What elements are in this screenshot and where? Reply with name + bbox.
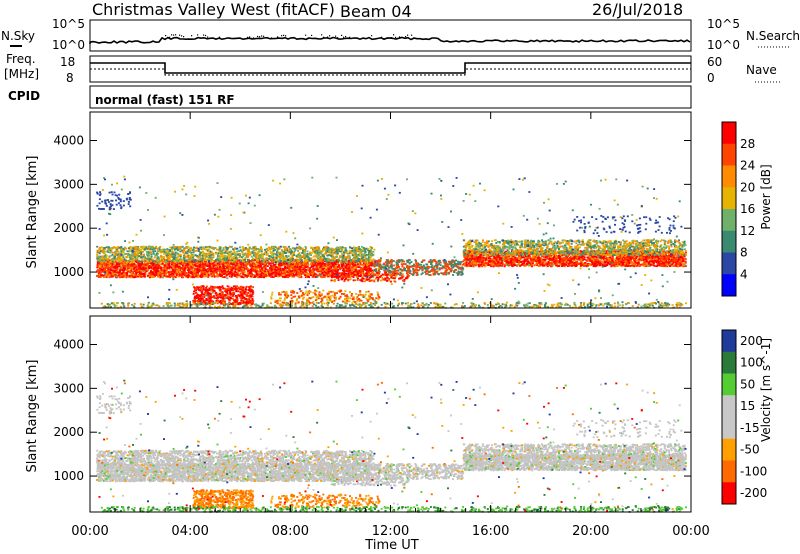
x-tick-label: 16:00 xyxy=(472,524,509,539)
colorbar-swatch xyxy=(722,330,736,353)
time-axis: 00:00 04:00 08:00 12:00 16:00 20:00 00:00 xyxy=(71,112,710,539)
noise-right-tick-high: 10^5 xyxy=(707,17,740,31)
colorbar-swatch xyxy=(722,165,736,188)
velocity-ylabel: Slant Range [km] xyxy=(25,360,40,473)
cpid-mode: normal (fast) 151 RF xyxy=(95,93,235,107)
colorbar-swatch xyxy=(722,460,736,483)
colorbar-swatch xyxy=(722,395,736,418)
colorbar-tick: 20 xyxy=(740,180,755,194)
noise-left-tick-low: 10^0 xyxy=(52,38,85,52)
colorbar-tick: -50 xyxy=(740,443,760,457)
colorbar-swatch xyxy=(722,274,736,297)
colorbar-swatch xyxy=(722,482,736,505)
y-tick-label: 4000 xyxy=(53,338,84,352)
cpid-label: CPID xyxy=(8,89,40,103)
velocity-colorbar-label: Velocity [m s^-1] xyxy=(759,338,773,442)
x-tick-label: 04:00 xyxy=(171,524,208,539)
colorbar-swatch xyxy=(722,143,736,166)
power-colorbar: 4 8 12 16 20 24 28 xyxy=(721,121,755,297)
freq-label: Freq. xyxy=(6,52,36,66)
x-tick-label: 00:00 xyxy=(672,524,709,539)
nave-tick-low: 0 xyxy=(707,71,715,85)
power-colorbar-label: Power [dB] xyxy=(759,164,773,229)
y-tick-label: 2000 xyxy=(53,425,84,439)
beam-title: Beam 04 xyxy=(340,2,412,21)
velocity-data-cells xyxy=(96,379,687,513)
colorbar-tick: -200 xyxy=(740,486,767,500)
power-data-cells xyxy=(96,175,687,309)
colorbar-tick: 100 xyxy=(740,356,763,370)
noise-panel: N.Sky N.Search 10^5 10^0 10^5 10^0 xyxy=(1,17,800,52)
x-tick-label: 12:00 xyxy=(372,524,409,539)
velocity-colorbar: 200 100 50 15 -15 -50 -100 -200 xyxy=(721,329,767,505)
y-tick-label: 1000 xyxy=(53,469,84,483)
colorbar-tick: 200 xyxy=(740,334,763,348)
colorbar-tick: 16 xyxy=(740,202,755,216)
station-title: Christmas Valley West (fitACF) xyxy=(92,0,335,19)
freq-tick-low: 8 xyxy=(66,71,74,85)
colorbar-tick: 28 xyxy=(740,137,755,151)
power-y-axis: 1000 2000 3000 4000 xyxy=(53,134,691,279)
y-tick-label: 4000 xyxy=(53,134,84,148)
nave-line xyxy=(90,68,691,76)
colorbar-tick: 24 xyxy=(740,159,755,173)
colorbar-swatch xyxy=(722,252,736,275)
noise-left-tick-high: 10^5 xyxy=(52,17,85,31)
colorbar-swatch xyxy=(722,351,736,374)
freq-panel: Freq. [MHz] 18 8 60 0 Nave xyxy=(4,52,782,85)
y-tick-label: 3000 xyxy=(53,381,84,395)
colorbar-swatch xyxy=(722,438,736,461)
colorbar-swatch xyxy=(722,417,736,440)
nsearch-label: N.Search xyxy=(746,29,800,43)
colorbar-tick: -15 xyxy=(740,421,760,435)
noise-sky-line xyxy=(89,36,691,44)
colorbar-swatch xyxy=(722,122,736,145)
nave-label: Nave xyxy=(746,63,777,77)
frequency-line xyxy=(90,62,691,74)
colorbar-tick: 8 xyxy=(740,246,748,260)
noise-search-dots xyxy=(165,34,415,40)
colorbar-swatch xyxy=(722,187,736,210)
colorbar-tick: 50 xyxy=(740,377,755,391)
nave-tick-high: 60 xyxy=(707,55,722,69)
noise-right-tick-low: 10^0 xyxy=(707,38,740,52)
velocity-panel: 1000 2000 3000 4000 Slant Range [km] 200 100… xyxy=(25,315,773,513)
colorbar-tick: -100 xyxy=(740,464,767,478)
y-tick-label: 1000 xyxy=(53,265,84,279)
cpid-panel xyxy=(89,85,692,109)
time-xlabel: Time UT xyxy=(364,538,418,553)
date-title: 26/Jul/2018 xyxy=(592,0,683,19)
freq-unit-label: [MHz] xyxy=(4,67,39,81)
velocity-y-axis: 1000 2000 3000 4000 xyxy=(53,338,691,483)
colorbar-tick: 15 xyxy=(740,399,755,413)
power-ylabel: Slant Range [km] xyxy=(25,156,40,269)
nsky-label: N.Sky xyxy=(1,29,35,43)
colorbar-tick: 4 xyxy=(740,267,748,281)
x-tick-label: 00:00 xyxy=(71,524,108,539)
x-tick-label: 08:00 xyxy=(272,524,309,539)
y-tick-label: 3000 xyxy=(53,177,84,191)
colorbar-swatch xyxy=(722,230,736,253)
x-tick-label: 20:00 xyxy=(572,524,609,539)
colorbar-swatch xyxy=(722,373,736,396)
y-tick-label: 2000 xyxy=(53,221,84,235)
colorbar-tick: 12 xyxy=(740,224,755,238)
colorbar-swatch xyxy=(722,209,736,232)
freq-tick-high: 18 xyxy=(60,55,75,69)
power-panel: 1000 2000 3000 4000 Slant Range [km] 4 8 12 16… xyxy=(25,111,773,309)
